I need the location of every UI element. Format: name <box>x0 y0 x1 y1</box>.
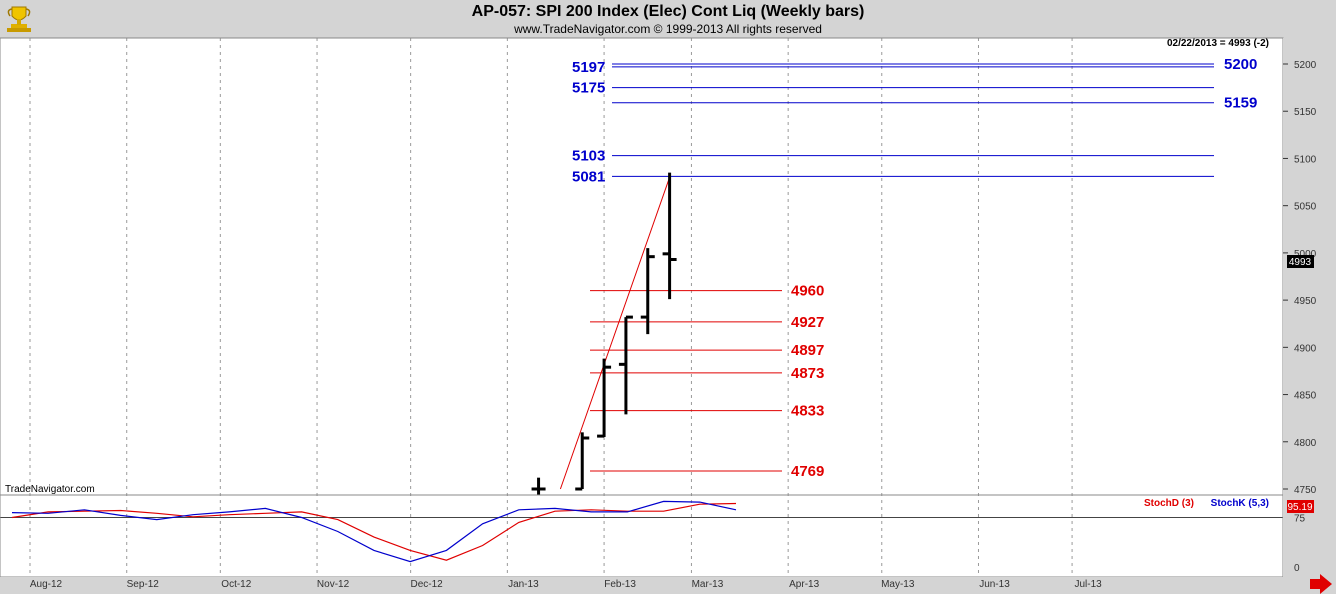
support-label: 4769 <box>791 463 824 480</box>
trophy-icon <box>4 4 34 34</box>
stochd-line <box>11 502 737 561</box>
x-tick-label: Sep-12 <box>127 579 160 590</box>
y-tick-label: 5000 <box>1294 249 1317 260</box>
x-tick-label: Dec-12 <box>411 579 444 590</box>
current-price-tag-bg <box>1287 255 1314 268</box>
x-tick-label: Nov-12 <box>317 579 350 590</box>
x-tick-label: Jun-13 <box>979 579 1010 590</box>
watermark: TradeNavigator.com <box>5 484 95 495</box>
stochk-line <box>11 500 737 563</box>
stoch-tag-bg <box>1287 500 1314 513</box>
x-tick-label: Oct-12 <box>221 579 251 590</box>
x-tick-label: Aug-12 <box>30 579 63 590</box>
chart-title: AP-057: SPI 200 Index (Elec) Cont Liq (W… <box>471 3 865 20</box>
legend-stochk: StochK (5,3) <box>1211 498 1269 509</box>
price-panel: 5197 5200 5175 5159 5103 5081 4960 4927 4897 4873… <box>29 38 1257 577</box>
resistance-label: 5200 <box>1224 56 1257 73</box>
stoch-tag: 95.19 <box>1287 502 1312 513</box>
current-price-tag: 4993 <box>1289 257 1312 268</box>
date-axis-bg <box>0 577 1283 594</box>
y-tick-label: 5100 <box>1294 154 1317 165</box>
y-tick-label: 5150 <box>1294 107 1317 118</box>
trend-line <box>559 177 671 490</box>
y-tick-label: 4750 <box>1294 485 1317 496</box>
x-tick-label: May-13 <box>881 579 915 590</box>
stochastic-panel <box>0 500 1283 563</box>
resistance-label: 5197 <box>572 59 605 76</box>
support-label: 4873 <box>791 365 824 382</box>
y-tick-label: 4900 <box>1294 343 1317 354</box>
support-label: 4897 <box>791 342 824 359</box>
y-tick-label: 4850 <box>1294 391 1317 402</box>
y-tick-label: 5050 <box>1294 202 1317 213</box>
resistance-label: 5175 <box>572 80 605 97</box>
resistance-label: 5081 <box>572 168 605 185</box>
x-tick-label: Feb-13 <box>604 579 636 590</box>
last-bar-label: 02/22/2013 = 4993 (-2) <box>1167 38 1269 49</box>
y-tick-label: 4950 <box>1294 296 1317 307</box>
support-label: 4833 <box>791 403 824 420</box>
scroll-right-arrow-icon[interactable] <box>1310 574 1332 594</box>
support-label: 4927 <box>791 314 824 331</box>
x-tick-label: Mar-13 <box>692 579 724 590</box>
support-label: 4960 <box>791 283 824 300</box>
x-tick-label: Apr-13 <box>789 579 819 590</box>
x-tick-label: Jan-13 <box>508 579 539 590</box>
x-tick-label: Jul-13 <box>1074 579 1102 590</box>
copyright-text: www.TradeNavigator.com © 1999-2013 All r… <box>514 22 822 36</box>
price-panel-frame <box>0 37 1284 496</box>
resistance-label: 5159 <box>1224 95 1257 112</box>
y-tick-label: 4800 <box>1294 438 1317 449</box>
stoch-y-tick-label: 0 <box>1294 563 1300 574</box>
resistance-label: 5103 <box>572 148 605 165</box>
legend-stochd: StochD (3) <box>1144 498 1194 509</box>
stoch-y-tick-label: 75 <box>1294 514 1306 525</box>
y-tick-label: 5200 <box>1294 60 1317 71</box>
chart-header: AP-057: SPI 200 Index (Elec) Cont Liq (W… <box>0 0 1336 38</box>
